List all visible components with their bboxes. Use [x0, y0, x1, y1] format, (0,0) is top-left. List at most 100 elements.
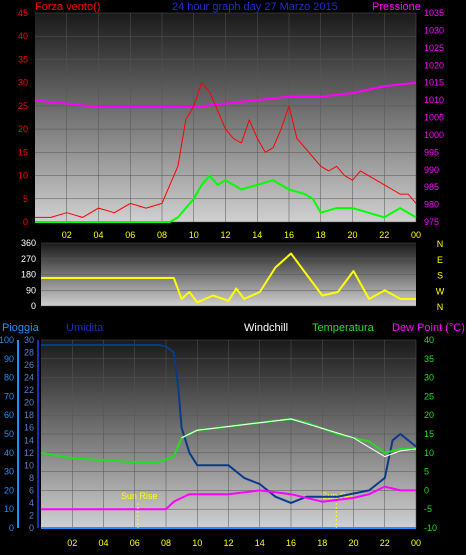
time-axis-tick: 16	[284, 230, 294, 240]
compass-axis-tick: S	[437, 271, 443, 281]
time-axis-tick: 04	[93, 230, 103, 240]
time-axis-tick: 12	[220, 230, 230, 240]
time-axis-tick: 20	[348, 538, 358, 548]
wind-direction-series-line	[41, 252, 416, 304]
pressure-axis-tick: 1035	[424, 8, 444, 18]
windchill-series-line	[181, 418, 417, 458]
humidity-axis-tick: 22	[24, 385, 34, 395]
compass-axis-tick: W	[436, 286, 445, 296]
pressure-axis-tick: 975	[424, 217, 439, 227]
humidity-axis-tick: 6	[29, 485, 34, 495]
direction-axis-tick: 360	[21, 238, 36, 248]
wind-axis-tick: 10	[18, 171, 28, 181]
graph-date-title: 24 hour graph day 27 Marzo 2015	[172, 1, 338, 13]
pressure-series-line	[34, 81, 417, 108]
pressure-axis-tick: 1020	[424, 60, 444, 70]
pressure-axis-tick: 985	[424, 182, 439, 192]
time-axis-tick: 00	[411, 538, 421, 548]
humidity-axis-tick: 2	[29, 510, 34, 520]
time-axis-tick: 08	[161, 538, 171, 548]
pressure-axis-tick: 995	[424, 147, 439, 157]
temperature-axis-tick: 0	[424, 485, 429, 495]
humidity-series-line	[41, 344, 417, 504]
time-axis-tick: 22	[379, 230, 389, 240]
temperature-legend: Temperatura	[312, 322, 375, 334]
humidity-axis-tick: 4	[29, 498, 34, 508]
pressure-axis-tick: 980	[424, 200, 439, 210]
pressure-axis-tick: 1025	[424, 43, 444, 53]
time-axis-tick: 14	[252, 230, 262, 240]
rain-axis-tick: 60	[4, 410, 14, 420]
time-axis-tick: 10	[189, 230, 199, 240]
direction-axis-tick: 90	[26, 285, 36, 295]
wind-axis-tick: 45	[18, 8, 28, 18]
rain-axis-tick: 100	[0, 335, 14, 345]
rain-axis-title: Pioggia	[2, 322, 40, 334]
wind-axis-tick: 5	[23, 194, 28, 204]
rain-axis-tick: 10	[4, 504, 14, 514]
humidity-axis-tick: 0	[29, 523, 34, 533]
wind-axis-title: Forza vento()	[35, 1, 100, 13]
time-axis-tick: 00	[411, 230, 421, 240]
rain-axis-tick: 0	[9, 523, 14, 533]
humidity-axis-tick: 16	[24, 423, 34, 433]
wind-axis-tick: 30	[18, 78, 28, 88]
pressure-axis-tick: 1005	[424, 113, 444, 123]
time-axis-tick: 14	[255, 538, 265, 548]
humidity-axis-tick: 10	[24, 460, 34, 470]
pressure-axis-tick: 1000	[424, 130, 444, 140]
pressure-axis-tick: 990	[424, 165, 439, 175]
time-axis-tick: 04	[98, 538, 108, 548]
time-axis-tick: 18	[317, 538, 327, 548]
temperature-axis-tick: 40	[424, 335, 434, 345]
humidity-axis-tick: 18	[24, 410, 34, 420]
time-axis-tick: 06	[125, 230, 135, 240]
humidity-axis-tick: 20	[24, 398, 34, 408]
time-axis-tick: 22	[380, 538, 390, 548]
compass-axis-tick: E	[437, 255, 443, 265]
temperature-axis-tick: 15	[424, 429, 434, 439]
wind-axis-tick: 40	[18, 31, 28, 41]
pressure-axis-tick: 1030	[424, 25, 444, 35]
temperature-axis-tick: 35	[424, 354, 434, 364]
wind-speed-series-line	[35, 82, 417, 218]
time-axis-tick: 20	[347, 230, 357, 240]
rain-axis-tick: 70	[4, 391, 14, 401]
time-axis-tick: 02	[67, 538, 77, 548]
wind-axis-tick: 15	[18, 147, 28, 157]
direction-axis-tick: 270	[21, 254, 36, 264]
temperature-axis-tick: 10	[424, 448, 434, 458]
sunrise-label: Sun Rise	[121, 491, 158, 501]
wind-axis-tick: 20	[18, 124, 28, 134]
rain-axis-tick: 50	[4, 429, 14, 439]
rain-axis-tick: 90	[4, 354, 14, 364]
time-axis-tick: 10	[192, 538, 202, 548]
time-axis-tick: 02	[62, 230, 72, 240]
temperature-axis-tick: 25	[424, 391, 434, 401]
humidity-axis-title: Umidita	[66, 322, 104, 334]
temperature-axis-tick: 30	[424, 373, 434, 383]
humidity-axis-tick: 12	[24, 448, 34, 458]
direction-axis-tick: 0	[31, 301, 36, 311]
compass-axis-tick: N	[437, 239, 444, 249]
temperature-axis-tick: -5	[424, 504, 432, 514]
compass-axis-tick: N	[437, 302, 444, 312]
wind-axis-tick: 35	[18, 54, 28, 64]
pressure-axis-tick: 1010	[424, 95, 444, 105]
humidity-axis-tick: 28	[24, 348, 34, 358]
time-axis-tick: 06	[130, 538, 140, 548]
direction-axis-tick: 180	[21, 270, 36, 280]
wind-base-series-line	[35, 174, 417, 223]
time-axis-tick: 12	[223, 538, 233, 548]
time-axis-tick: 08	[157, 230, 167, 240]
temperature-axis-tick: -10	[424, 523, 437, 533]
dewpoint-legend: Dew Point (°C)	[392, 322, 465, 334]
temperature-axis-tick: 20	[424, 410, 434, 420]
dewpoint-series-line	[41, 485, 416, 511]
rain-axis-tick: 40	[4, 448, 14, 458]
humidity-axis-tick: 24	[24, 373, 34, 383]
humidity-axis-tick: 8	[29, 473, 34, 483]
humidity-axis-tick: 14	[24, 435, 34, 445]
pressure-axis-tick: 1015	[424, 78, 444, 88]
